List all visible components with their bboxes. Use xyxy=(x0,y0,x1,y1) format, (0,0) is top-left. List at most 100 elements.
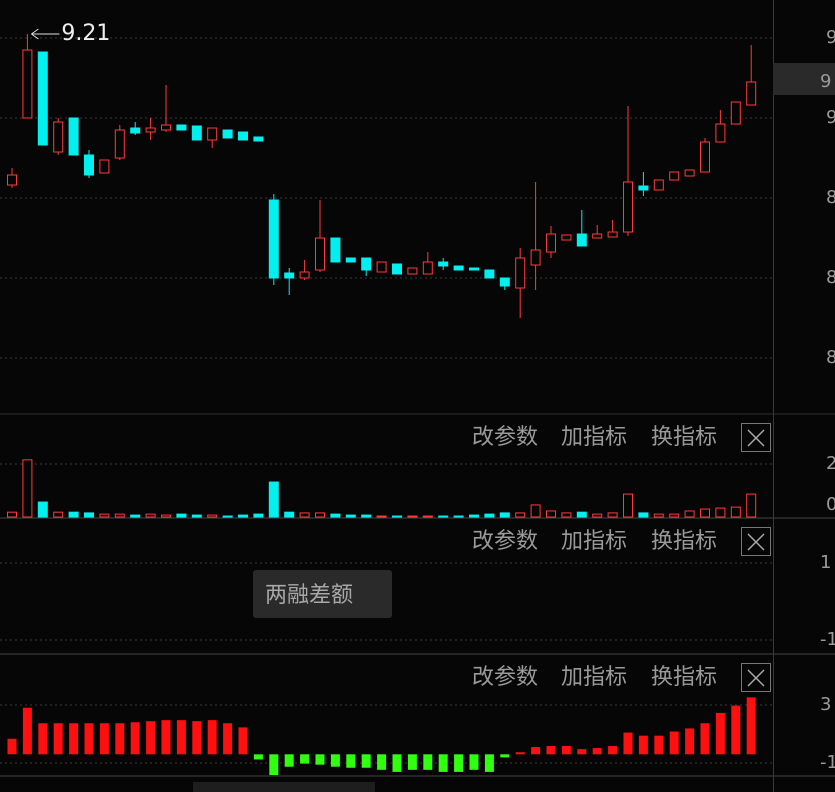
macd-bar xyxy=(115,723,125,755)
y-tick-label: 9 xyxy=(826,27,835,48)
macd-bar xyxy=(715,712,725,755)
volume-bar xyxy=(607,512,618,518)
volume-bar xyxy=(592,513,603,518)
y-axis-label: -1 xyxy=(820,629,835,650)
candle-body xyxy=(730,101,741,125)
volume-bar xyxy=(330,513,341,518)
candle-body xyxy=(700,141,710,173)
button[interactable]: 改参数 xyxy=(472,529,538,554)
candle-body xyxy=(222,129,233,139)
macd-bar xyxy=(315,754,325,765)
volume-bar xyxy=(161,514,171,518)
candle-body xyxy=(7,174,17,186)
volume-bar xyxy=(222,515,233,518)
macd-bar xyxy=(253,754,263,760)
y-tick-label: 8 xyxy=(826,187,835,208)
candle-body xyxy=(546,233,556,253)
candle-body xyxy=(161,124,171,131)
macd-bar xyxy=(269,754,279,775)
volume-bar xyxy=(238,514,248,518)
volume-bar xyxy=(376,515,387,518)
candle-body xyxy=(422,261,433,275)
macd-bar xyxy=(238,727,248,755)
price-tag-box xyxy=(773,63,835,95)
macd-bar xyxy=(654,735,664,755)
macd-bar xyxy=(454,754,464,772)
volume-bar xyxy=(576,511,587,518)
volume-bar xyxy=(176,513,187,518)
candle-body xyxy=(407,267,418,275)
candle-body xyxy=(176,124,187,131)
macd-bar xyxy=(731,705,741,755)
candle-body xyxy=(392,263,402,275)
candle-body xyxy=(438,261,449,267)
volume-bar xyxy=(438,515,449,518)
candle-body xyxy=(669,171,680,181)
button[interactable]: 加指标 xyxy=(561,425,627,450)
volume-bar xyxy=(99,513,110,518)
macd-bar xyxy=(608,746,618,755)
macd-bar xyxy=(561,746,571,755)
y-axis-label: -1 xyxy=(820,752,835,773)
volume-bar xyxy=(392,515,402,518)
candle-body xyxy=(84,154,94,176)
y-tick-label: 22 xyxy=(826,453,835,474)
button[interactable]: 加指标 xyxy=(561,529,627,554)
candle-body xyxy=(530,249,541,266)
candle-body xyxy=(37,51,48,146)
button[interactable]: 加指标 xyxy=(561,665,627,690)
candle-body xyxy=(638,185,649,191)
volume-bar xyxy=(669,513,680,518)
volume-bar xyxy=(84,512,94,518)
volume-bar xyxy=(623,493,633,518)
volume-bar xyxy=(746,493,757,518)
close-button[interactable] xyxy=(741,527,771,556)
volume-bar xyxy=(253,513,264,518)
candle-body xyxy=(130,127,141,134)
candle-body xyxy=(746,81,757,106)
close-button[interactable] xyxy=(741,663,771,692)
volume-bar xyxy=(484,513,495,518)
candle-body xyxy=(653,179,664,191)
volume-bar xyxy=(730,506,741,518)
candle-body xyxy=(299,271,310,279)
macd-bar xyxy=(623,732,633,755)
macd-bar xyxy=(500,754,510,758)
volume-bar xyxy=(453,515,464,518)
volume-bar xyxy=(191,514,202,518)
volume-bar xyxy=(53,511,64,518)
volume-bar xyxy=(345,514,356,518)
volume-bar xyxy=(469,514,479,518)
macd-bar xyxy=(346,754,356,768)
macd-bar xyxy=(330,754,340,767)
button[interactable]: 改参数 xyxy=(472,665,538,690)
candle-body xyxy=(238,131,248,141)
candle-body xyxy=(114,129,125,159)
button[interactable]: 换指标 xyxy=(651,529,717,554)
macd-bar xyxy=(130,722,140,755)
overlay-label-box xyxy=(253,570,392,618)
button[interactable]: 改参数 xyxy=(472,425,538,450)
candle-body xyxy=(145,127,156,133)
volume-bar xyxy=(715,507,726,518)
volume-bar xyxy=(361,514,372,518)
macd-bar xyxy=(84,723,94,755)
annotation-arrow xyxy=(31,28,60,40)
candle-body xyxy=(623,181,633,233)
y-axis-label: 0 xyxy=(826,494,835,515)
macd-bar xyxy=(577,749,587,755)
y-axis-label: 1 xyxy=(820,552,831,573)
volume-bar xyxy=(407,515,418,518)
volume-bar xyxy=(561,512,572,518)
macd-bar xyxy=(176,720,186,755)
toolbar: 改参数 加指标 换指标 xyxy=(472,527,771,556)
candle-body xyxy=(576,233,587,247)
close-button[interactable] xyxy=(741,423,771,452)
volume-bar xyxy=(145,513,156,518)
candle-body xyxy=(684,169,695,177)
annotation: 9.21 xyxy=(61,21,110,46)
button[interactable]: 换指标 xyxy=(651,665,717,690)
button[interactable]: 换指标 xyxy=(651,425,717,450)
